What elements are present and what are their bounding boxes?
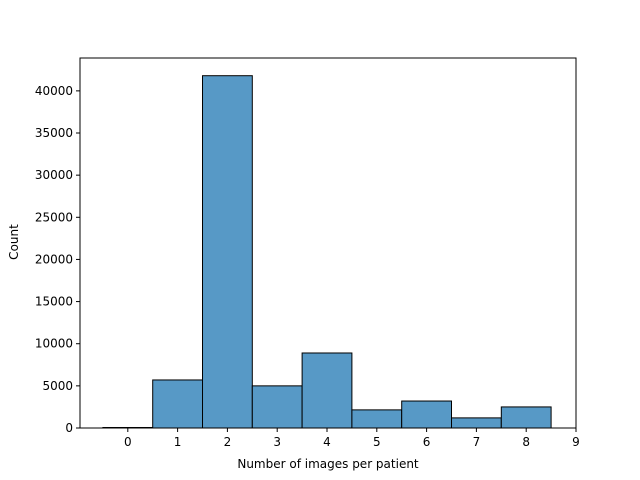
x-tick-label-4: 4 — [323, 435, 331, 449]
x-tick-label-1: 1 — [174, 435, 182, 449]
x-tick-label-0: 0 — [124, 435, 132, 449]
y-tick-label-40000: 40000 — [35, 84, 73, 98]
bar-3 — [251, 385, 303, 429]
y-tick-label-5000: 5000 — [42, 379, 73, 393]
x-tick-label-2: 2 — [224, 435, 232, 449]
bar-5 — [351, 409, 403, 429]
y-tick-label-30000: 30000 — [35, 168, 73, 182]
bar-4 — [301, 352, 353, 429]
y-axis-label: Count — [7, 224, 21, 260]
bar-7 — [451, 417, 502, 429]
axes-group: 0 1 2 3 4 5 6 7 8 9 0 5000 10000 15000 20000 25000 30000… — [35, 57, 580, 449]
bar-8 — [500, 406, 552, 429]
y-tick-label-20000: 20000 — [35, 252, 73, 266]
bars-group — [102, 75, 552, 429]
x-axis-label: Number of images per patient — [237, 457, 419, 471]
x-tick-label-3: 3 — [273, 435, 281, 449]
bar-2 — [202, 75, 253, 429]
x-tick-label-9: 9 — [572, 435, 580, 449]
x-tick-label-8: 8 — [522, 435, 530, 449]
y-tick-label-35000: 35000 — [35, 126, 73, 140]
x-tick-label-7: 7 — [473, 435, 481, 449]
bar-1 — [152, 379, 204, 429]
y-tick-label-10000: 10000 — [35, 337, 73, 351]
y-tick-label-15000: 15000 — [35, 295, 73, 309]
x-tick-label-5: 5 — [373, 435, 381, 449]
y-tick-label-0: 0 — [65, 421, 73, 435]
plot-frame — [79, 57, 577, 429]
bar-6 — [401, 400, 453, 429]
x-tick-label-6: 6 — [423, 435, 431, 449]
y-tick-label-25000: 25000 — [35, 210, 73, 224]
